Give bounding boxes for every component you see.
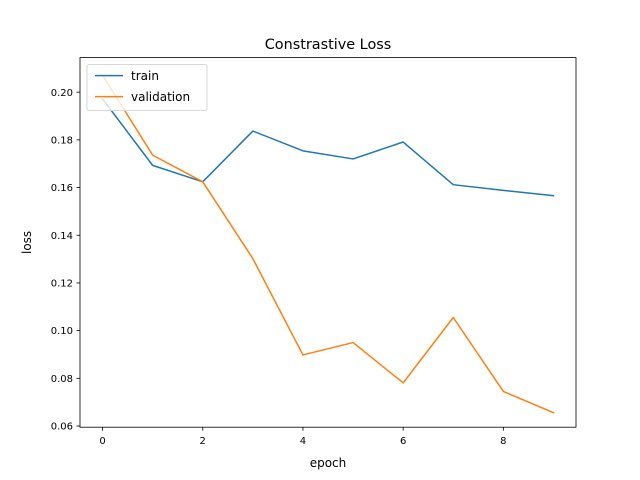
- x-tick-label: 6: [400, 436, 406, 447]
- y-tick-label: 0.06: [51, 422, 73, 433]
- y-tick-label: 0.10: [51, 326, 73, 337]
- series-layer: [101, 74, 555, 414]
- y-axis: 0.06 0.08 0.10 0.12 0.14 0.16 0.18 0.20: [51, 88, 80, 433]
- x-tick-label: 0: [99, 436, 105, 447]
- series-line-train: [101, 97, 555, 197]
- y-axis-label: loss: [20, 231, 34, 254]
- y-tick-label: 0.20: [51, 88, 73, 99]
- legend: train validation: [86, 64, 208, 111]
- x-tick-label: 4: [300, 436, 306, 447]
- y-tick-label: 0.16: [51, 183, 73, 194]
- x-tick-label: 2: [200, 436, 206, 447]
- chart-title: Constrastive Loss: [265, 37, 392, 53]
- x-axis-label: epoch: [310, 456, 347, 470]
- legend-label: validation: [131, 90, 190, 104]
- y-tick-label: 0.18: [51, 135, 73, 146]
- series-line-validation: [101, 74, 555, 414]
- plot-area: [79, 57, 577, 428]
- y-tick-label: 0.12: [51, 279, 73, 290]
- x-axis: 0 2 4 6 8: [99, 427, 507, 447]
- y-tick-label: 0.08: [51, 374, 73, 385]
- legend-label: train: [131, 69, 159, 83]
- y-tick-label: 0.14: [51, 231, 73, 242]
- x-tick-label: 8: [500, 436, 506, 447]
